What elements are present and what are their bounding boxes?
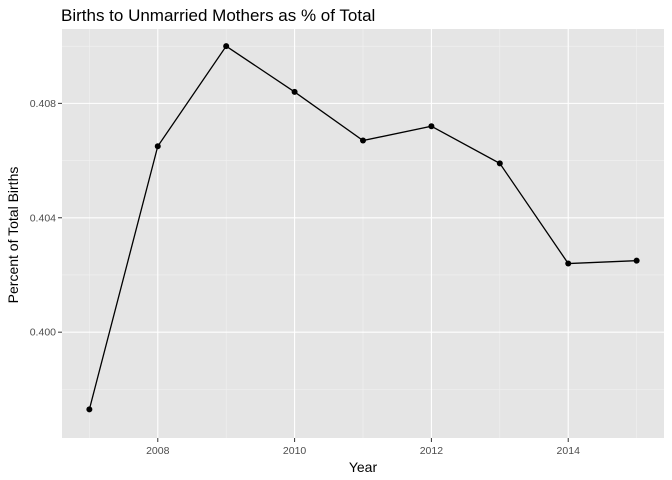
y-axis-title: Percent of Total Births: [5, 167, 21, 304]
data-point: [633, 257, 640, 264]
data-point: [428, 123, 435, 130]
series-points: [86, 43, 640, 413]
major-gridlines: [62, 29, 664, 438]
axis-ticks: [58, 102, 569, 442]
y-tick-label: 0.404: [30, 212, 56, 224]
minor-gridlines: [62, 29, 664, 438]
axis-tick-labels: 2008 2010 2012 2014 0.400 0.404 0.408: [30, 98, 580, 457]
x-tick-label: 2014: [557, 445, 581, 457]
x-tick-label: 2010: [283, 445, 307, 457]
data-point: [154, 143, 161, 150]
x-tick-label: 2012: [420, 445, 444, 457]
data-point: [565, 260, 572, 267]
x-axis-title: Year: [349, 459, 378, 475]
data-point: [86, 406, 93, 413]
y-tick-label: 0.408: [30, 98, 56, 110]
data-point: [360, 137, 366, 144]
y-tick-label: 0.400: [30, 327, 56, 339]
data-point: [496, 160, 503, 167]
data-point: [291, 88, 298, 95]
x-tick-label: 2008: [146, 445, 170, 457]
data-point: [223, 43, 230, 50]
chart-title: Births to Unmarried Mothers as % of Tota…: [61, 6, 375, 25]
